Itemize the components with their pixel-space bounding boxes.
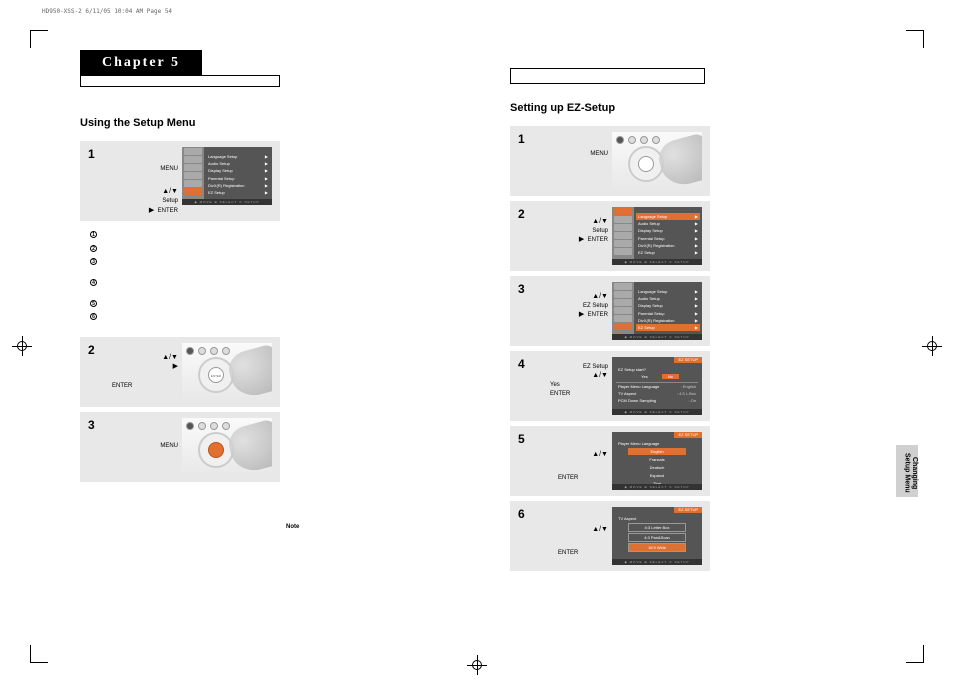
right-step-5: 5 ▲/▼ ENTER EZ SETUP Player Menu Languag… (510, 426, 710, 496)
left-step-2: 2 ▲/▼ ▶ ENTER ENTER (80, 337, 280, 407)
menu-item: DivX(R) Registration▶ (206, 182, 270, 189)
menu-item: Display Setup▶ (636, 227, 700, 234)
step-instructions: MENU (102, 418, 182, 476)
menu-item: Language Setup▶ (206, 153, 270, 160)
step-instructions: ▲/▼ EZ Setup ▶ ENTER (532, 282, 612, 340)
right-step-4: 4 EZ Setup ▲/▼ Yes ENTER EZ SETUP EZ Set… (510, 351, 710, 421)
step-instructions: MENU (532, 132, 612, 190)
step-number: 1 (88, 147, 102, 215)
ez-setup-start-screenshot: EZ SETUP EZ Setup start? Yes No Player M… (612, 357, 702, 415)
chapter-subtitle-box (80, 75, 280, 87)
menu-item: EZ Setup▶ (636, 324, 700, 331)
step-number: 2 (518, 207, 532, 265)
side-tab: ChangingSetup Menu (896, 445, 918, 497)
step-instructions: EZ Setup ▲/▼ Yes ENTER (532, 357, 612, 415)
step-number: 5 (518, 432, 532, 490)
crop-mark (906, 645, 924, 663)
menu-item: Parental Setup▶ (206, 175, 270, 182)
ez-summary-row: TV Aspect: 4:3 L.Box (616, 390, 698, 397)
step-instructions: MENU ▲/▼ Setup ▶ ENTER (102, 147, 182, 215)
menu-item: EZ Setup▶ (636, 249, 700, 256)
step-instructions: ▲/▼ ENTER (532, 432, 612, 490)
step-number: 3 (88, 418, 102, 476)
right-step-6: 6 ▲/▼ ENTER EZ SETUP TV Aspect 4:3 Lette… (510, 501, 710, 571)
circled-callout: 3 (90, 256, 480, 269)
language-option: Deutsch (628, 464, 686, 471)
menu-item: EZ Setup▶ (206, 189, 270, 196)
aspect-option: 4:3 Pan&Scan (628, 533, 686, 542)
menu-item: Language Setup▶ (636, 213, 700, 220)
empty-title-box (510, 68, 705, 84)
right-step-1: 1 MENU (510, 126, 710, 196)
chapter-label: Chapter 5 (80, 50, 202, 76)
aspect-option: 16:9 Wide (628, 543, 686, 552)
left-step-3: 3 MENU (80, 412, 280, 482)
menu-item: Display Setup▶ (636, 302, 700, 309)
setup-menu-screenshot: Language Setup▶Audio Setup▶Display Setup… (612, 282, 702, 340)
language-option: Espanol (628, 472, 686, 479)
crop-mark (30, 30, 48, 48)
right-step-3: 3 ▲/▼ EZ Setup ▶ ENTER Language Setup▶Au… (510, 276, 710, 346)
menu-item: Parental Setup▶ (636, 310, 700, 317)
step-number: 3 (518, 282, 532, 340)
menu-item: Audio Setup▶ (636, 220, 700, 227)
page-content: Chapter 5 Using the Setup Menu 1 MENU ▲/… (80, 50, 904, 643)
print-header: HD950-XSS-2 6/11/05 10:04 AM Page 54 (42, 8, 172, 15)
remote-illustration (182, 418, 272, 476)
registration-mark (467, 655, 487, 675)
circled-callout: 4 (90, 277, 480, 290)
ez-aspect-screenshot: EZ SETUP TV Aspect 4:3 Letter Box4:3 Pan… (612, 507, 702, 565)
right-step-2: 2 ▲/▼ Setup ▶ ENTER Language Setup▶Audio… (510, 201, 710, 271)
crop-mark (906, 30, 924, 48)
step-instructions: ▲/▼ Setup ▶ ENTER (532, 207, 612, 265)
language-option: English (628, 448, 686, 455)
ez-summary-row: PCM Down Sampling: On (616, 397, 698, 404)
crop-mark (30, 645, 48, 663)
menu-item: Language Setup▶ (636, 288, 700, 295)
menu-item: Audio Setup▶ (636, 295, 700, 302)
circled-callout: 6 (90, 311, 480, 324)
remote-illustration: ENTER (182, 343, 272, 401)
step-number: 4 (518, 357, 532, 415)
menu-item: Display Setup▶ (206, 167, 270, 174)
aspect-option: 4:3 Letter Box (628, 523, 686, 532)
language-option: Francais (628, 456, 686, 463)
menu-item: Audio Setup▶ (206, 160, 270, 167)
menu-item: DivX(R) Registration▶ (636, 317, 700, 324)
section-heading-right: Setting up EZ-Setup (510, 102, 910, 114)
right-column: Setting up EZ-Setup 1 MENU 2 ▲/▼ Setup ▶… (510, 50, 910, 576)
ez-summary-row: Player Menu Language: English (616, 383, 698, 390)
note-label: Note (286, 524, 299, 530)
section-heading-left: Using the Setup Menu (80, 117, 480, 129)
menu-item: Parental Setup▶ (636, 235, 700, 242)
step-number: 6 (518, 507, 532, 565)
step-instructions: ▲/▼ ▶ ENTER (102, 343, 182, 401)
registration-mark (922, 336, 942, 356)
left-step-1: 1 MENU ▲/▼ Setup ▶ ENTER Language Setup▶… (80, 141, 280, 221)
registration-mark (12, 336, 32, 356)
circled-callout: 1 (90, 229, 480, 242)
setup-menu-screenshot: Language Setup▶Audio Setup▶Display Setup… (612, 207, 702, 265)
circled-callout: 5 (90, 298, 480, 311)
step-number: 2 (88, 343, 102, 401)
numbered-callouts: 123 4 56 (90, 229, 480, 324)
step-instructions: ▲/▼ ENTER (532, 507, 612, 565)
left-column: Chapter 5 Using the Setup Menu 1 MENU ▲/… (80, 50, 480, 487)
ez-language-screenshot: EZ SETUP Player Menu Language EnglishFra… (612, 432, 702, 490)
setup-menu-screenshot: Language Setup▶Audio Setup▶Display Setup… (182, 147, 272, 205)
remote-illustration (612, 132, 702, 190)
step-number: 1 (518, 132, 532, 190)
menu-item: DivX(R) Registration▶ (636, 242, 700, 249)
chapter-banner: Chapter 5 (80, 50, 480, 87)
circled-callout: 2 (90, 243, 480, 256)
